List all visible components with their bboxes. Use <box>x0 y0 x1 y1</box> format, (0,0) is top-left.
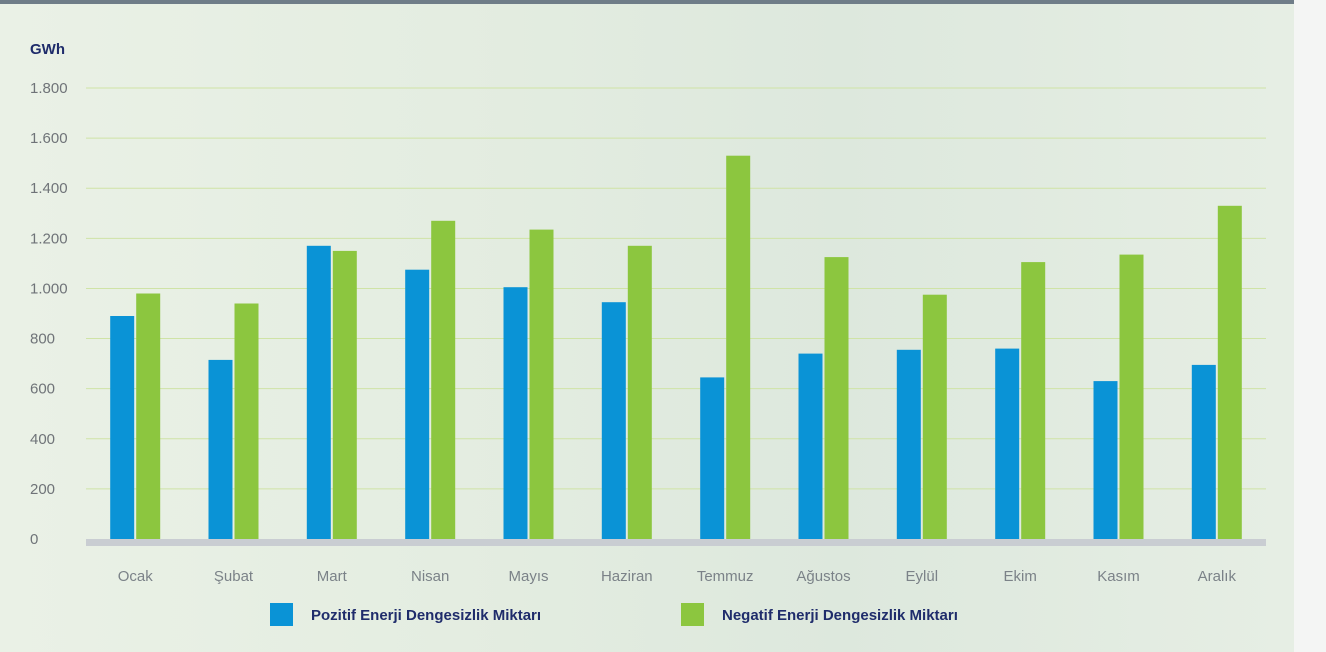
bar-negatif <box>332 250 357 539</box>
bar-negatif <box>1217 205 1242 540</box>
y-tick-label: 1.400 <box>30 180 68 197</box>
x-category-label: Kasım <box>1097 568 1140 585</box>
x-category-label: Haziran <box>601 568 653 585</box>
x-category-label: Şubat <box>214 568 254 585</box>
y-axis-unit: GWh <box>30 41 65 58</box>
y-axis-ticks: 0 200 400 600 800 1.000 1.200 1.400 1.600 1.800 <box>30 80 68 548</box>
bar-pozitif <box>700 377 725 539</box>
x-category-label: Mart <box>317 568 348 585</box>
bar-pozitif <box>405 269 430 539</box>
y-tick-label: 1.600 <box>30 130 68 147</box>
bar-negatif <box>136 293 161 539</box>
bars <box>110 155 1242 540</box>
legend-swatch-negatif <box>681 603 704 626</box>
legend: Pozitif Enerji Dengesizlik Miktarı Negat… <box>270 603 958 626</box>
y-tick-label: 400 <box>30 431 55 448</box>
bar-negatif <box>922 294 947 539</box>
bar-negatif <box>824 257 849 539</box>
bar-pozitif <box>601 302 626 539</box>
y-tick-label: 600 <box>30 381 55 398</box>
x-category-label: Ocak <box>118 568 154 585</box>
bar-pozitif <box>798 353 823 539</box>
bar-pozitif <box>306 245 331 540</box>
bar-pozitif <box>995 348 1020 539</box>
x-category-label: Mayıs <box>508 568 548 585</box>
y-tick-label: 0 <box>30 531 38 548</box>
y-tick-label: 1.800 <box>30 80 68 97</box>
gridlines <box>86 87 1266 490</box>
x-category-label: Temmuz <box>697 568 754 585</box>
y-tick-label: 800 <box>30 331 55 348</box>
x-category-label: Ağustos <box>796 568 850 585</box>
bar-negatif <box>726 155 751 539</box>
bar-negatif <box>529 229 554 539</box>
x-category-label: Ekim <box>1004 568 1037 585</box>
bar-pozitif <box>1191 364 1216 539</box>
top-rule <box>0 0 1294 4</box>
x-axis-categories: Ocak Şubat Mart Nisan Mayıs Haziran Temmuz Ağus… <box>118 568 1237 585</box>
bar-pozitif <box>110 316 135 539</box>
x-axis-baseline <box>86 539 1266 546</box>
y-tick-label: 1.000 <box>30 280 68 297</box>
bar-negatif <box>234 303 259 539</box>
x-category-label: Nisan <box>411 568 449 585</box>
bar-pozitif <box>503 287 528 539</box>
bar-negatif <box>627 245 652 540</box>
bar-pozitif <box>896 349 921 539</box>
x-category-label: Aralık <box>1198 568 1237 585</box>
legend-label-negatif: Negatif Enerji Dengesizlik Miktarı <box>722 607 958 624</box>
bar-pozitif <box>208 359 233 539</box>
y-tick-label: 1.200 <box>30 230 68 247</box>
y-tick-label: 200 <box>30 481 55 498</box>
x-category-label: Eylül <box>906 568 939 585</box>
legend-swatch-pozitif <box>270 603 293 626</box>
bar-negatif <box>1021 262 1046 539</box>
bar-negatif <box>431 220 456 540</box>
bar-pozitif <box>1093 381 1118 539</box>
right-strip <box>1294 0 1326 652</box>
bar-negatif <box>1119 254 1144 539</box>
legend-label-pozitif: Pozitif Enerji Dengesizlik Miktarı <box>311 607 541 624</box>
